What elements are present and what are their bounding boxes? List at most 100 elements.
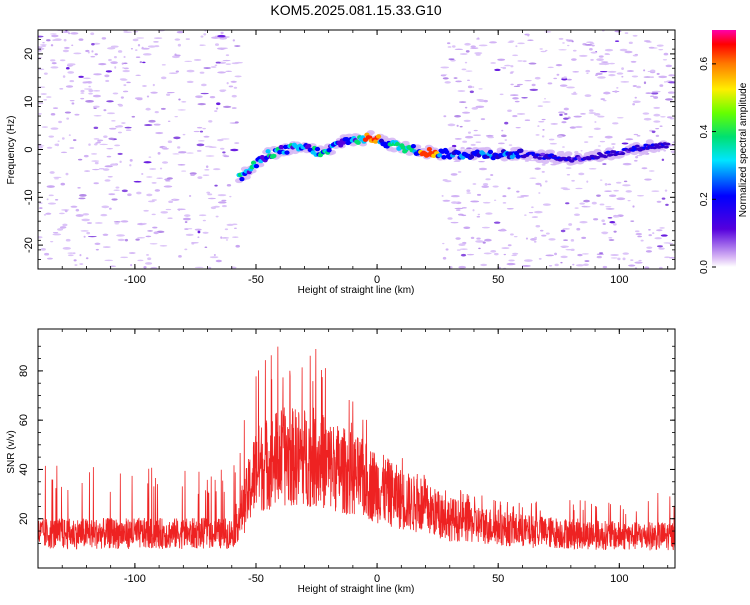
noise-speckle <box>537 105 543 107</box>
noise-speckle <box>605 206 612 208</box>
noise-speckle <box>159 167 163 170</box>
noise-speckle <box>455 80 462 83</box>
noise-speckle <box>135 238 140 241</box>
noise-speckle <box>225 70 233 72</box>
noise-speckle <box>625 138 634 141</box>
noise-speckle <box>45 212 52 215</box>
noise-speckle <box>555 64 563 67</box>
noise-speckle <box>133 180 142 183</box>
noise-speckle <box>123 30 128 32</box>
noise-speckle <box>447 46 452 48</box>
noise-speckle <box>444 81 451 84</box>
noise-speckle <box>80 92 85 94</box>
noise-speckle <box>123 55 126 59</box>
signal-blob <box>265 149 271 154</box>
noise-speckle <box>147 45 156 48</box>
noise-speckle <box>225 239 229 241</box>
noise-speckle <box>515 45 518 48</box>
noise-speckle <box>599 179 603 181</box>
noise-speckle <box>478 167 488 171</box>
noise-speckle <box>74 264 78 266</box>
noise-speckle <box>477 37 480 40</box>
noise-speckle <box>111 120 116 122</box>
noise-speckle <box>172 153 180 155</box>
noise-speckle <box>608 237 613 239</box>
noise-speckle <box>226 81 229 85</box>
noise-speckle <box>67 252 75 254</box>
noise-speckle <box>465 70 473 72</box>
noise-speckle <box>512 97 519 100</box>
noise-speckle <box>234 121 239 124</box>
noise-speckle <box>184 221 188 224</box>
noise-speckle <box>72 139 77 142</box>
noise-speckle <box>472 86 475 88</box>
noise-speckle <box>457 171 462 173</box>
noise-speckle <box>627 199 631 202</box>
noise-speckle <box>664 256 671 259</box>
noise-speckle <box>504 64 511 67</box>
noise-speckle <box>502 202 507 204</box>
noise-speckle <box>196 149 202 152</box>
noise-speckle <box>459 53 468 55</box>
noise-speckle <box>52 233 62 236</box>
noise-speckle <box>650 76 655 79</box>
noise-speckle <box>205 165 209 168</box>
noise-speckle <box>154 111 159 114</box>
noise-speckle <box>566 86 575 89</box>
noise-speckle <box>70 205 78 208</box>
noise-speckle <box>461 111 471 114</box>
noise-speckle <box>572 70 580 73</box>
noise-speckle <box>135 74 142 76</box>
noise-speckle <box>213 254 216 256</box>
noise-speckle <box>94 242 101 245</box>
noise-speckle <box>601 61 609 63</box>
noise-speckle <box>235 244 240 248</box>
noise-speckle <box>115 186 120 189</box>
noise-speckle <box>120 96 124 99</box>
noise-speckle <box>93 126 99 130</box>
noise-speckle <box>220 147 225 150</box>
noise-speckle <box>607 70 617 73</box>
noise-speckle <box>465 50 470 53</box>
noise-speckle <box>599 252 604 254</box>
noise-speckle <box>150 266 158 269</box>
noise-speckle <box>570 239 575 242</box>
noise-speckle <box>199 130 204 133</box>
noise-speckle <box>541 135 545 138</box>
signal-blob <box>515 154 521 159</box>
noise-speckle <box>538 257 542 260</box>
noise-speckle <box>573 115 582 118</box>
noise-speckle <box>581 236 587 239</box>
noise-speckle <box>209 95 216 99</box>
noise-speckle <box>524 214 527 216</box>
noise-speckle <box>62 31 70 33</box>
noise-speckle <box>501 247 510 250</box>
noise-speckle <box>502 195 507 198</box>
noise-speckle <box>653 106 661 109</box>
colorbar-label: Normalized spectral amplitude <box>738 82 749 217</box>
noise-speckle <box>88 92 93 95</box>
noise-speckle <box>565 38 570 41</box>
noise-speckle <box>542 101 551 103</box>
noise-speckle <box>464 42 471 46</box>
noise-speckle <box>578 54 588 57</box>
noise-speckle <box>560 229 566 233</box>
noise-speckle <box>485 178 491 181</box>
noise-speckle <box>46 257 53 260</box>
noise-speckle <box>524 80 532 82</box>
noise-speckle <box>580 150 583 152</box>
noise-speckle <box>593 127 601 130</box>
noise-speckle <box>511 254 517 257</box>
noise-speckle <box>562 146 565 148</box>
noise-speckle <box>114 66 117 69</box>
noise-speckle <box>106 148 114 150</box>
noise-speckle <box>217 138 224 142</box>
noise-speckle <box>177 43 181 47</box>
noise-speckle <box>547 82 553 85</box>
noise-speckle <box>596 194 601 197</box>
noise-speckle <box>99 143 108 146</box>
noise-speckle <box>68 134 71 137</box>
noise-speckle <box>476 215 481 218</box>
noise-speckle <box>92 94 101 98</box>
